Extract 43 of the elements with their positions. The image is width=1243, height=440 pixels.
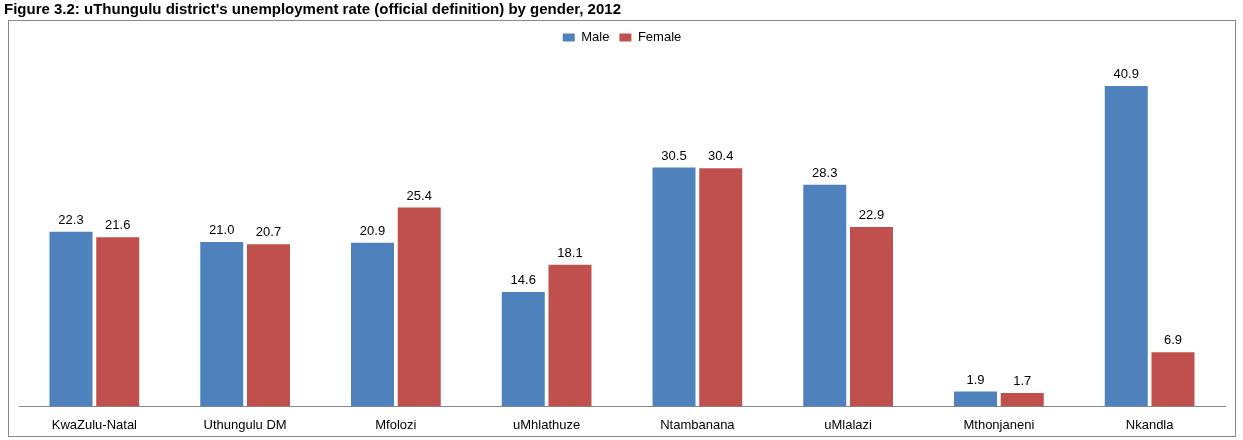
bar <box>699 168 743 407</box>
data-label: 22.3 <box>58 211 84 227</box>
data-label: 21.0 <box>209 222 235 238</box>
chart-title: Figure 3.2: uThungulu district's unemployment rate (official definition) by gender, 2012 <box>3 0 622 18</box>
data-label: 20.9 <box>359 222 386 238</box>
bar <box>954 391 998 407</box>
bar <box>246 244 290 407</box>
x-tick-label: KwaZulu-Natal <box>51 416 138 432</box>
x-tick-label: uMlalazi <box>824 416 873 432</box>
x-tick-label: Mfolozi <box>375 416 417 432</box>
bar <box>1104 86 1148 407</box>
x-tick-label: Nkandla <box>1125 416 1175 432</box>
data-label: 20.7 <box>255 224 282 240</box>
data-label: 6.9 <box>1163 332 1183 348</box>
bar <box>849 227 893 407</box>
data-label: 40.9 <box>1113 66 1139 82</box>
data-label: 21.6 <box>105 217 131 233</box>
bar <box>548 264 592 407</box>
legend-label: Female <box>637 29 682 45</box>
x-tick-label: Ntambanana <box>660 416 736 432</box>
data-label: 28.3 <box>812 164 838 180</box>
x-tick-label: Uthungulu DM <box>203 416 287 432</box>
bar <box>652 167 696 407</box>
bar <box>1151 352 1195 407</box>
bar <box>200 241 244 407</box>
bar <box>351 242 395 407</box>
data-label: 30.5 <box>661 147 687 163</box>
legend-label: Male <box>581 29 610 45</box>
bar <box>96 237 140 407</box>
bar <box>501 292 545 407</box>
data-label: 22.9 <box>858 207 885 223</box>
data-label: 14.6 <box>510 272 536 288</box>
x-tick-label: uMhlathuze <box>513 416 581 432</box>
x-tick-label: Mthonjaneni <box>963 416 1035 432</box>
data-label: 18.1 <box>557 244 583 260</box>
bar <box>1000 393 1044 407</box>
data-label: 30.4 <box>708 148 734 164</box>
bar <box>49 231 93 407</box>
bar <box>397 207 441 407</box>
data-label: 1.9 <box>966 371 985 387</box>
bar <box>803 184 847 407</box>
data-label: 25.4 <box>406 187 432 203</box>
data-label: 1.7 <box>1013 373 1032 389</box>
